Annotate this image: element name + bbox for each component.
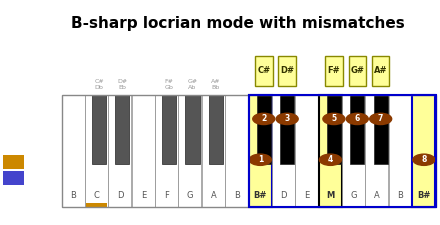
Bar xyxy=(249,94,436,207)
Bar xyxy=(132,94,154,207)
Bar xyxy=(249,94,271,207)
Text: B: B xyxy=(70,191,76,200)
Text: E: E xyxy=(141,191,146,200)
Bar xyxy=(366,94,389,207)
Bar xyxy=(62,94,436,207)
FancyBboxPatch shape xyxy=(372,56,389,86)
Text: 2: 2 xyxy=(261,115,266,123)
Circle shape xyxy=(323,113,345,125)
Text: F#
Gb: F# Gb xyxy=(165,79,173,90)
Text: A#: A# xyxy=(374,66,387,75)
Bar xyxy=(272,94,295,207)
Text: M: M xyxy=(326,191,334,200)
FancyBboxPatch shape xyxy=(325,56,343,86)
Bar xyxy=(3,171,24,184)
Text: A#
Bb: A# Bb xyxy=(211,79,220,90)
Text: B#: B# xyxy=(417,191,431,200)
Text: 8: 8 xyxy=(421,155,427,164)
Circle shape xyxy=(370,113,392,125)
Text: C#
Db: C# Db xyxy=(94,79,104,90)
Text: A: A xyxy=(374,191,380,200)
Bar xyxy=(350,94,364,164)
Bar xyxy=(86,203,107,207)
Bar xyxy=(295,94,318,207)
Text: G#
Ab: G# Ab xyxy=(187,79,198,90)
Text: basicmusictheory.com: basicmusictheory.com xyxy=(11,82,16,143)
Bar xyxy=(92,94,106,164)
Text: 3: 3 xyxy=(285,115,290,123)
Bar xyxy=(389,94,412,207)
Bar xyxy=(115,94,129,164)
Bar xyxy=(280,94,294,164)
Bar xyxy=(202,94,225,207)
Text: 4: 4 xyxy=(328,155,333,164)
Text: B-sharp locrian mode with mismatches: B-sharp locrian mode with mismatches xyxy=(71,16,404,31)
Bar xyxy=(162,94,176,164)
Text: E: E xyxy=(304,191,310,200)
Bar xyxy=(62,94,84,207)
Bar xyxy=(3,155,24,169)
Bar xyxy=(327,94,341,164)
Bar xyxy=(209,94,223,164)
Text: 6: 6 xyxy=(355,115,360,123)
Bar xyxy=(179,94,202,207)
FancyBboxPatch shape xyxy=(348,56,366,86)
Text: D#
Eb: D# Eb xyxy=(117,79,128,90)
Circle shape xyxy=(413,154,435,165)
Bar xyxy=(412,94,435,207)
Text: G#: G# xyxy=(350,66,364,75)
Circle shape xyxy=(346,113,368,125)
Text: 5: 5 xyxy=(331,115,337,123)
Circle shape xyxy=(249,154,271,165)
Text: B: B xyxy=(398,191,403,200)
Text: 7: 7 xyxy=(378,115,383,123)
Circle shape xyxy=(253,113,275,125)
Bar xyxy=(225,94,248,207)
Text: D#: D# xyxy=(280,66,294,75)
Bar xyxy=(85,94,108,207)
Bar xyxy=(342,94,365,207)
Text: G: G xyxy=(187,191,194,200)
Bar xyxy=(186,94,199,164)
Bar xyxy=(374,94,388,164)
Circle shape xyxy=(276,113,298,125)
Text: C: C xyxy=(94,191,99,200)
Text: 1: 1 xyxy=(258,155,263,164)
Text: F: F xyxy=(165,191,169,200)
Text: B: B xyxy=(234,191,240,200)
Bar xyxy=(155,94,178,207)
FancyBboxPatch shape xyxy=(279,56,296,86)
Text: A: A xyxy=(211,191,216,200)
Bar xyxy=(108,94,131,207)
Text: D: D xyxy=(280,191,287,200)
Text: C#: C# xyxy=(257,66,270,75)
Circle shape xyxy=(319,154,341,165)
Text: G: G xyxy=(351,191,357,200)
Text: F#: F# xyxy=(328,66,340,75)
FancyBboxPatch shape xyxy=(255,56,272,86)
Bar xyxy=(257,94,271,164)
Text: B#: B# xyxy=(253,191,267,200)
Bar xyxy=(319,94,341,207)
Text: D: D xyxy=(117,191,123,200)
